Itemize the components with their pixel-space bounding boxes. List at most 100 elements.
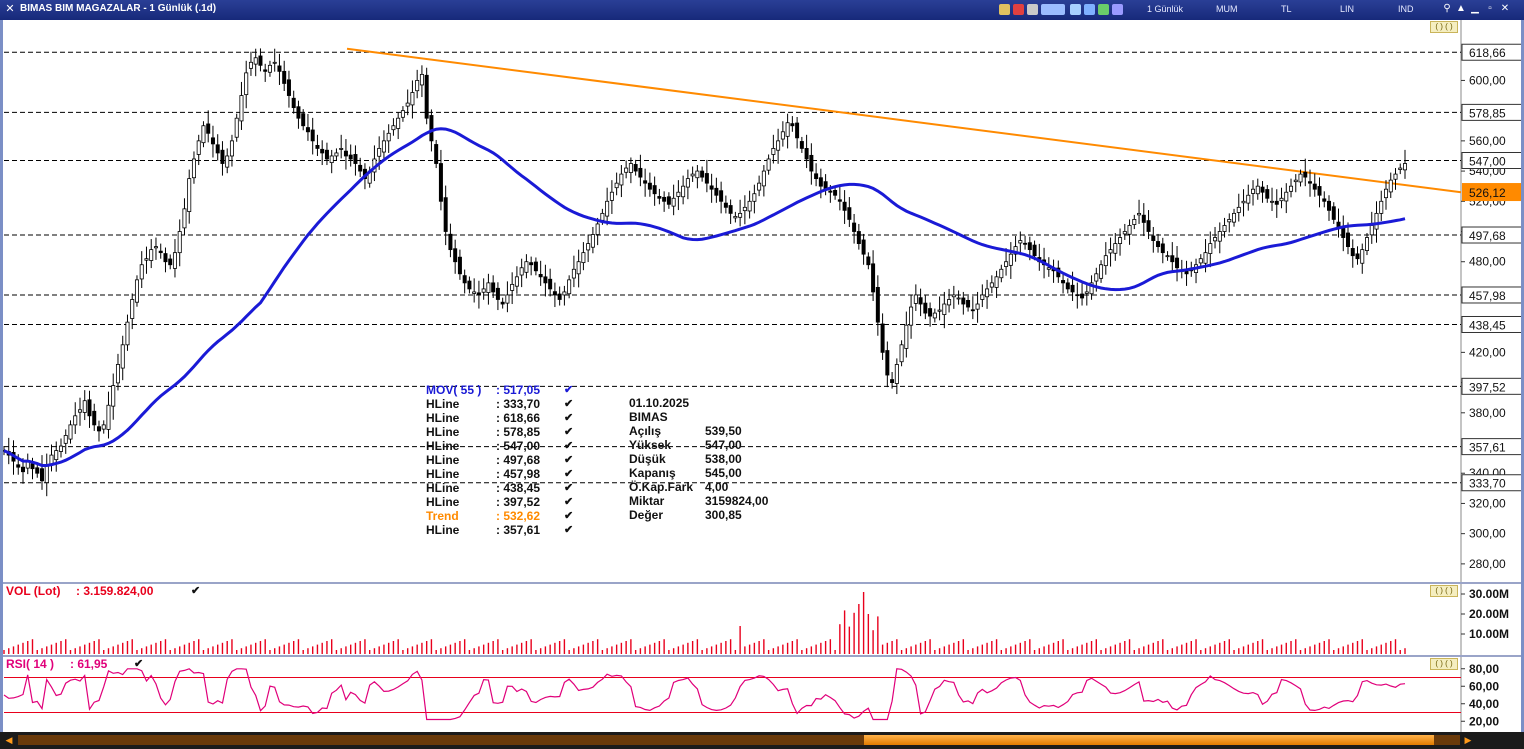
scale-option[interactable]: LIN	[1340, 4, 1355, 14]
candle-body	[1341, 227, 1346, 238]
rsi-tick-label: 20,00	[1469, 714, 1499, 728]
refresh-icon[interactable]	[1013, 4, 1024, 15]
candle-body	[125, 321, 130, 346]
candle-body	[1094, 273, 1099, 282]
scroll-thumb[interactable]	[864, 735, 1434, 745]
candle-body	[638, 167, 643, 178]
candle-body	[676, 191, 681, 197]
candle-body	[481, 288, 486, 293]
price-tick-label: 600,00	[1469, 73, 1506, 87]
candle-body	[1379, 200, 1384, 214]
candle-body	[1327, 200, 1332, 211]
check-icon[interactable]: ✔	[134, 658, 144, 670]
candle-body	[543, 276, 548, 284]
check-icon[interactable]: ✔	[564, 468, 574, 480]
ohlc-info: 01.10.2025 BIMAS Açılış 539,50 Yüksek 547,…	[629, 396, 789, 522]
legend-hline-value: : 618,66	[496, 411, 541, 425]
price-pane-buttons[interactable]: ( ) ( )	[1430, 21, 1458, 33]
candle-body	[942, 303, 947, 315]
candle-body	[1170, 255, 1175, 263]
link-icon[interactable]: ⚲	[1443, 3, 1451, 14]
price-tick-label: 380,00	[1469, 406, 1506, 420]
chart-style-option[interactable]: MUM	[1216, 4, 1238, 14]
volume-pane-buttons[interactable]: ( ) ( )	[1430, 585, 1458, 597]
indicator-icon[interactable]	[1098, 4, 1109, 15]
price-tick-label: 480,00	[1469, 255, 1506, 269]
check-icon[interactable]: ✔	[564, 398, 574, 410]
minimize-icon[interactable]: ▁	[1471, 3, 1479, 14]
settings-icon[interactable]	[999, 4, 1010, 15]
ohlc-key: Kapanış	[629, 466, 676, 480]
candle-body	[144, 258, 149, 261]
rsi-tick-label: 40,00	[1469, 697, 1499, 711]
scroll-right-icon[interactable]: ▶	[1464, 735, 1472, 745]
currency-option[interactable]: TL	[1281, 4, 1292, 14]
candle-body	[187, 178, 192, 212]
candle-body	[82, 400, 87, 413]
check-icon[interactable]: ✔	[564, 384, 574, 396]
price-chart[interactable]: 600,00560,00540,00520,00500,00480,00420,…	[0, 20, 1524, 732]
candle-body	[562, 291, 567, 296]
check-icon[interactable]: ✔	[564, 454, 574, 466]
candle-body	[814, 173, 819, 180]
period-selector-icon[interactable]	[1041, 4, 1065, 15]
candle-body	[956, 297, 961, 300]
candle-body	[191, 158, 196, 179]
pin-icon[interactable]: ▲	[1456, 3, 1466, 14]
rsi-pane-buttons[interactable]: ( ) ( )	[1430, 658, 1458, 670]
check-icon[interactable]: ✔	[564, 482, 574, 494]
candle-body	[1251, 188, 1256, 194]
candle-body	[20, 466, 25, 473]
legend-hline-name: HLine	[426, 495, 460, 509]
candle-body	[343, 150, 348, 157]
check-icon[interactable]: ✔	[564, 412, 574, 424]
close-icon[interactable]: ✕	[5, 3, 15, 15]
candle-body	[35, 467, 40, 474]
candle-body	[1217, 231, 1222, 242]
check-icon[interactable]: ✔	[564, 524, 574, 536]
ind-option[interactable]: IND	[1398, 4, 1414, 14]
candle-body	[263, 69, 268, 72]
candle-body	[937, 309, 942, 312]
candle-body	[837, 199, 842, 202]
edit-icon[interactable]	[1027, 4, 1038, 15]
candle-body	[229, 140, 234, 157]
legend-hline-value: : 457,98	[496, 467, 541, 481]
zoom-icon[interactable]	[1070, 4, 1081, 15]
check-icon[interactable]: ✔	[564, 426, 574, 438]
volume-tick-label: 10.00M	[1469, 627, 1509, 641]
legend-mov-name: MOV( 55 )	[426, 383, 482, 397]
candle-body	[529, 262, 534, 266]
template-icon[interactable]	[1112, 4, 1123, 15]
scroll-track[interactable]	[18, 735, 1460, 745]
check-icon[interactable]: ✔	[564, 496, 574, 508]
candle-body	[253, 57, 258, 65]
candle-body	[747, 200, 752, 212]
check-icon[interactable]: ✔	[564, 510, 574, 522]
candle-body	[871, 263, 876, 293]
price-tick-label: 560,00	[1469, 134, 1506, 148]
candle-body	[913, 294, 918, 304]
candle-body	[1080, 293, 1085, 299]
close-window-icon[interactable]: ✕	[1500, 3, 1510, 14]
check-icon[interactable]: ✔	[564, 440, 574, 452]
candle-body	[158, 250, 163, 254]
candle-body	[1222, 225, 1227, 232]
candle-body	[1023, 242, 1028, 245]
period-option[interactable]: 1 Günlük	[1147, 4, 1184, 14]
scroll-left-icon[interactable]: ◀	[5, 735, 13, 745]
price-tick-label: 300,00	[1469, 527, 1506, 541]
candle-body	[1118, 237, 1123, 244]
candle-body	[780, 131, 785, 140]
restore-icon[interactable]: ▫	[1488, 3, 1492, 14]
window-title: BIMAS BIM MAGAZALAR - 1 Günlük (.1d)	[20, 3, 217, 14]
horizontal-scrollbar[interactable]: ◀ ▶	[0, 732, 1524, 749]
current-price-label: 526,12	[1469, 186, 1506, 200]
chart-area[interactable]: 600,00560,00540,00520,00500,00480,00420,…	[0, 20, 1524, 732]
candle-body	[700, 170, 705, 178]
candle-body	[1008, 253, 1013, 266]
candle-body	[1127, 225, 1132, 235]
frame-right	[1521, 20, 1524, 732]
drawing-icon[interactable]	[1084, 4, 1095, 15]
check-icon[interactable]: ✔	[191, 585, 201, 597]
